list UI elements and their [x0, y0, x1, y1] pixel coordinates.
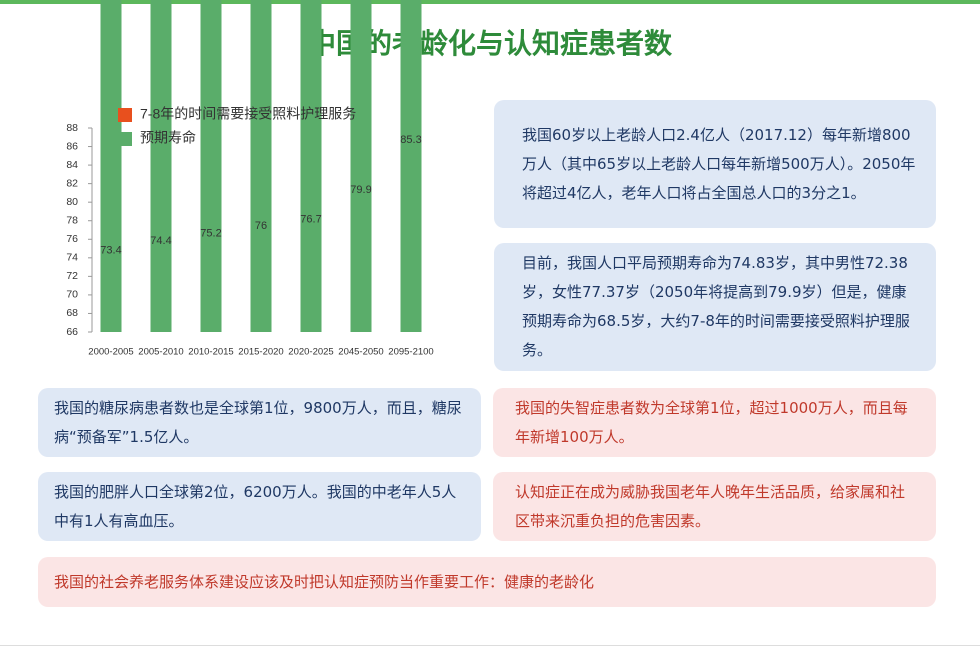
bottom-line	[0, 645, 980, 646]
y-tick-label: 88	[66, 122, 78, 134]
bar-segment	[250, 0, 272, 332]
x-tick-label: 2015-2020	[238, 347, 283, 358]
bar-segment	[100, 0, 122, 333]
y-tick-label: 78	[66, 215, 78, 227]
total-label: 79.9	[350, 184, 371, 196]
box-text: 我国的糖尿病患者数也是全球第1位，9800万人，而且，糖尿病“预备军”1.5亿人…	[54, 398, 462, 446]
y-tick-label: 80	[66, 196, 78, 208]
y-tick-label: 68	[66, 307, 78, 319]
legend-label: 预期寿命	[140, 130, 196, 146]
x-tick-label: 2020-2025	[288, 347, 333, 358]
bar-segment	[200, 0, 222, 332]
y-tick-label: 86	[66, 140, 78, 152]
box-text: 我国的社会养老服务体系建设应该及时把认知症预防当作重要工作：健康的老龄化	[54, 572, 595, 591]
box-text: 我国的失智症患者数为全球第1位，超过1000万人，而且每年新增100万人。	[515, 398, 908, 446]
legend-swatch	[118, 108, 132, 122]
box-text: 我国的肥胖人口全球第2位，6200万人。我国的中老年人5人中有1人有高血压。	[54, 482, 457, 530]
x-tick-label: 2000-2005	[88, 347, 133, 358]
total-label: 85.3	[400, 134, 421, 146]
top-bar	[0, 0, 980, 4]
text-box: 我国60岁以上老龄人口2.4亿人（2017.12）每年新增800万人（其中65岁…	[494, 100, 936, 228]
text-box: 我国的肥胖人口全球第2位，6200万人。我国的中老年人5人中有1人有高血压。	[38, 472, 481, 541]
box-text: 认知症正在成为威胁我国老年人晚年生活品质，给家属和社区带来沉重负担的危害因素。	[515, 482, 906, 530]
x-tick-label: 2005-2010	[138, 347, 183, 358]
x-tick-label: 2095-2100	[388, 347, 433, 358]
y-tick-label: 74	[66, 252, 78, 264]
y-tick-label: 82	[66, 177, 78, 189]
bar-segment	[400, 0, 422, 332]
total-label: 75.2	[200, 228, 221, 240]
y-tick-label: 76	[66, 233, 78, 245]
y-tick-label: 66	[66, 326, 78, 338]
y-tick-label: 72	[66, 270, 78, 282]
x-tick-label: 2045-2050	[338, 347, 383, 358]
bar-segment	[350, 0, 372, 332]
text-box: 我国的糖尿病患者数也是全球第1位，9800万人，而且，糖尿病“预备军”1.5亿人…	[38, 388, 481, 457]
total-label: 73.4	[100, 244, 121, 256]
y-tick-label: 84	[66, 159, 78, 171]
text-box: 我国的失智症患者数为全球第1位，超过1000万人，而且每年新增100万人。	[493, 388, 936, 457]
total-label: 76	[255, 220, 267, 232]
text-box: 认知症正在成为威胁我国老年人晚年生活品质，给家属和社区带来沉重负担的危害因素。	[493, 472, 936, 541]
box-text: 目前，我国人口平局预期寿命为74.83岁，其中男性72.38岁，女性77.37岁…	[522, 254, 910, 359]
y-tick-label: 70	[66, 289, 78, 301]
legend-swatch	[118, 132, 132, 146]
legend-label: 7-8年的时间需要接受照料护理服务	[140, 106, 356, 122]
text-box: 目前，我国人口平局预期寿命为74.83岁，其中男性72.38岁，女性77.37岁…	[494, 243, 936, 371]
box-text: 我国60岁以上老龄人口2.4亿人（2017.12）每年新增800万人（其中65岁…	[522, 125, 916, 202]
total-label: 76.7	[300, 214, 321, 226]
chart: 66 68 70 72 74 76 78 80 82 84 86 88 2000-2005 73.4 200…	[66, 0, 434, 358]
x-tick-label: 2010-2015	[188, 347, 233, 358]
text-box: 我国的社会养老服务体系建设应该及时把认知症预防当作重要工作：健康的老龄化	[38, 557, 936, 607]
bar-segment	[300, 0, 322, 333]
bar-segment	[150, 0, 172, 332]
total-label: 74.4	[150, 235, 171, 247]
